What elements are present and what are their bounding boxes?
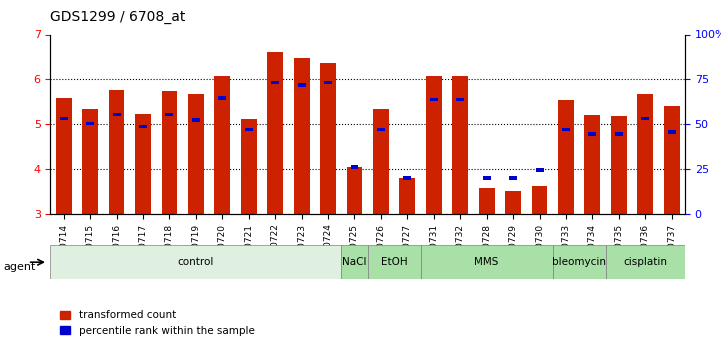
Text: NaCl: NaCl <box>342 257 367 267</box>
Bar <box>482 176 490 180</box>
Bar <box>664 106 680 214</box>
Bar <box>479 188 495 214</box>
Text: GDS1299 / 6708_at: GDS1299 / 6708_at <box>50 10 186 24</box>
Text: control: control <box>177 257 214 267</box>
Bar <box>585 115 601 214</box>
Bar <box>562 128 570 131</box>
Bar <box>241 119 257 214</box>
Bar <box>165 112 173 116</box>
Bar <box>426 76 442 214</box>
Bar <box>188 94 204 214</box>
Bar <box>50 245 341 279</box>
Text: bleomycin: bleomycin <box>552 257 606 267</box>
Bar <box>368 245 420 279</box>
Bar <box>60 117 68 120</box>
Bar <box>244 128 252 131</box>
Bar <box>350 165 358 169</box>
Bar <box>293 58 309 214</box>
Bar <box>218 96 226 100</box>
Bar <box>324 81 332 84</box>
Text: cisplatin: cisplatin <box>623 257 668 267</box>
Bar <box>347 167 363 214</box>
Bar <box>505 190 521 214</box>
Bar <box>399 178 415 214</box>
Bar <box>192 118 200 121</box>
Bar <box>637 94 653 214</box>
Bar <box>452 76 468 214</box>
Bar <box>82 109 98 214</box>
Bar <box>139 125 147 128</box>
Bar <box>668 130 676 134</box>
Bar <box>558 100 574 214</box>
Bar <box>536 168 544 172</box>
Bar <box>373 109 389 214</box>
Bar <box>267 52 283 214</box>
Bar <box>109 90 125 214</box>
Bar <box>456 98 464 101</box>
Legend: transformed count, percentile rank within the sample: transformed count, percentile rank withi… <box>56 306 259 340</box>
Bar <box>430 98 438 101</box>
Bar <box>271 81 279 84</box>
Bar <box>377 128 385 131</box>
Bar <box>531 186 547 214</box>
Bar <box>615 132 623 136</box>
Bar <box>162 90 177 214</box>
Bar <box>320 63 336 214</box>
Bar <box>509 176 517 180</box>
Bar <box>420 245 553 279</box>
Bar <box>298 83 306 87</box>
Bar <box>56 98 71 214</box>
Bar <box>588 132 596 136</box>
Bar <box>135 114 151 214</box>
Text: MMS: MMS <box>474 257 499 267</box>
Bar <box>403 176 411 180</box>
Bar <box>611 116 627 214</box>
Bar <box>214 76 230 214</box>
Bar <box>341 245 368 279</box>
Bar <box>606 245 685 279</box>
Bar <box>87 121 94 125</box>
Text: agent: agent <box>4 263 36 272</box>
Text: EtOH: EtOH <box>381 257 407 267</box>
Bar <box>112 112 120 116</box>
Bar <box>641 117 649 120</box>
Bar <box>553 245 606 279</box>
